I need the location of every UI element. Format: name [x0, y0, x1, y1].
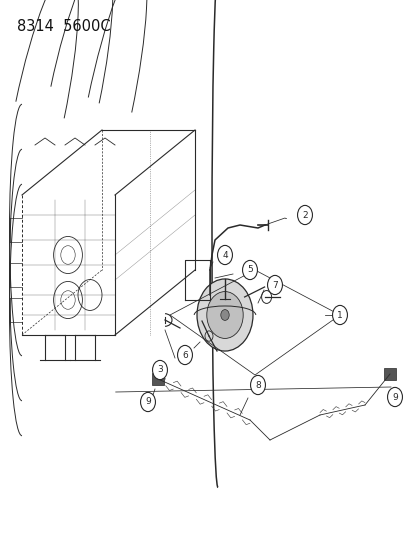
Text: 9: 9 [145, 398, 150, 407]
Circle shape [217, 245, 232, 264]
Circle shape [297, 205, 312, 224]
Text: 4: 4 [222, 251, 227, 260]
Bar [383, 368, 395, 380]
Text: 2: 2 [301, 211, 307, 220]
Circle shape [242, 261, 257, 280]
Circle shape [152, 360, 167, 379]
Text: 1: 1 [336, 311, 342, 319]
Text: 8314  5600C: 8314 5600C [17, 19, 110, 34]
Circle shape [197, 279, 252, 351]
Bar [152, 373, 164, 385]
Circle shape [206, 292, 242, 338]
Circle shape [250, 375, 265, 394]
Text: 7: 7 [271, 280, 277, 289]
Circle shape [267, 276, 282, 295]
Text: 6: 6 [182, 351, 188, 359]
Text: 9: 9 [391, 392, 397, 401]
Circle shape [332, 305, 347, 325]
Circle shape [177, 345, 192, 365]
Circle shape [387, 387, 401, 407]
Text: 3: 3 [157, 366, 162, 375]
Circle shape [140, 392, 155, 411]
Text: 8: 8 [254, 381, 260, 390]
Text: 5: 5 [247, 265, 252, 274]
Circle shape [220, 310, 229, 320]
